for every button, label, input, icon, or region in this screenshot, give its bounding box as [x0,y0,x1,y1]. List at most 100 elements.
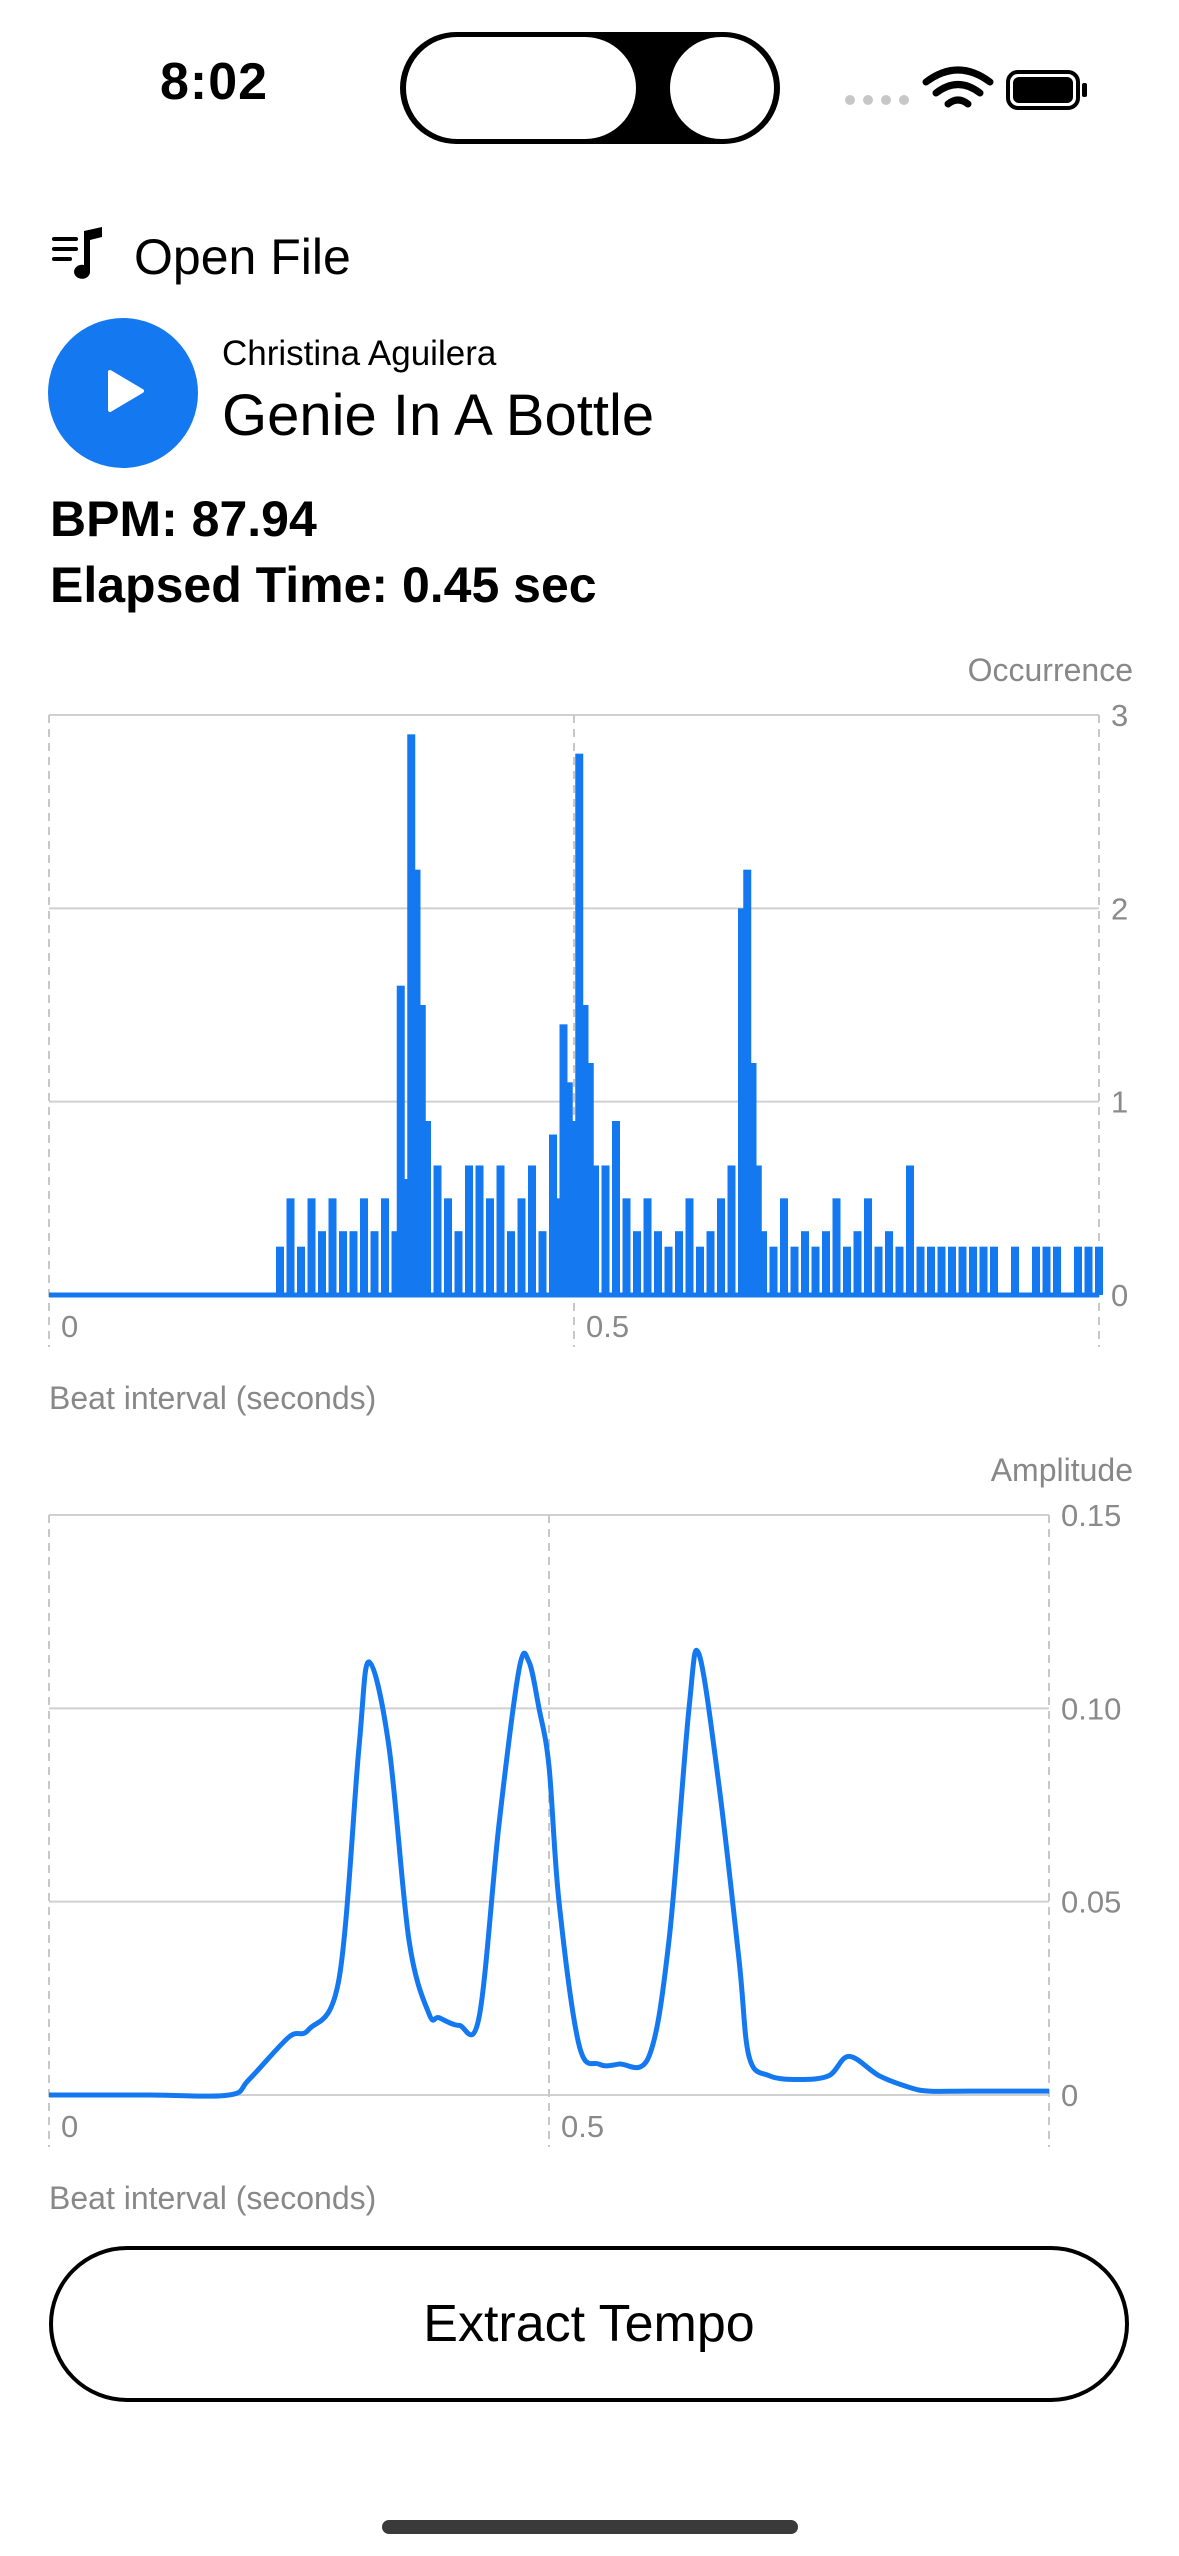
histogram-bar [591,1165,599,1295]
histogram-bar [559,1024,568,1295]
histogram-bar [1074,1246,1082,1295]
histogram-bar [554,1198,563,1295]
histogram-bar [564,1082,573,1295]
y-tick-label: 0 [1111,1278,1128,1313]
y-tick-label: 0.10 [1061,1691,1121,1726]
histogram-bar [706,1231,715,1295]
histogram-bar [507,1231,515,1295]
histogram-bar [643,1198,652,1295]
histogram-bar [570,1121,578,1295]
histogram-bar [853,1231,862,1295]
y-tick-label: 1 [1111,1085,1128,1120]
histogram-bar [748,1063,757,1295]
x-tick-label: 0 [61,1309,78,1344]
bpm-value: BPM: 87.94 [50,491,317,547]
histogram-bar [664,1246,673,1295]
y-axis-title: Occurrence [967,652,1133,688]
histogram-bar [417,1005,426,1295]
occurrence-chart: Occurrence 0 1 2 3 0 0.5 Beat interval (secon… [0,640,1179,1420]
histogram-bar [906,1165,914,1295]
histogram-bar [874,1246,883,1295]
histogram-bar [1084,1246,1093,1295]
histogram-bar [360,1198,368,1295]
x-tick-label: 0.5 [561,2109,604,2144]
histogram-bar [780,1198,788,1295]
histogram-bar [318,1231,326,1295]
histogram-bar [633,1231,641,1295]
histogram-bar [517,1198,526,1295]
histogram-bar [412,869,421,1295]
x-tick-label: 0 [61,2109,78,2144]
histogram-bar [717,1198,725,1295]
x-axis-title: Beat interval (seconds) [49,2180,377,2216]
histogram-bar [528,1165,536,1295]
histogram-bar [822,1231,830,1295]
histogram-bar [402,1179,410,1295]
histogram-bar [895,1246,904,1295]
histogram-bar [696,1246,704,1295]
island-left-pill [406,37,636,139]
histogram-bar [864,1198,872,1295]
histogram-bar [958,1246,967,1295]
histogram-bar [423,1121,431,1295]
histogram-bar [575,753,584,1295]
histogram-bar [612,1121,620,1295]
island-right-pill [670,37,774,139]
histogram-bar [391,1231,400,1295]
histogram-bar [769,1246,778,1295]
histogram-bar [622,1198,631,1295]
open-file-label: Open File [134,229,351,285]
histogram-bar [433,1165,442,1295]
histogram-bar [990,1246,998,1295]
histogram-bar [339,1231,347,1295]
histogram-bar [328,1198,337,1295]
open-file-button[interactable]: Open File [50,222,351,292]
x-axis-title: Beat interval (seconds) [49,1380,377,1416]
histogram-bar [759,1231,767,1295]
battery-icon [1006,70,1087,110]
histogram-bar [538,1231,547,1295]
histogram-bar [832,1198,841,1295]
home-indicator [382,2520,798,2534]
histogram-bar [843,1246,851,1295]
cellular-signal-icon [845,95,909,105]
histogram-bar [286,1198,295,1295]
histogram-bar [454,1231,463,1295]
play-icon [98,366,148,421]
histogram-bar [1095,1246,1103,1295]
status-icons [840,60,1100,120]
histogram-bar [549,1134,557,1295]
music-playlist-icon [50,226,106,288]
histogram-bar [937,1246,946,1295]
wifi-icon [922,66,994,108]
histogram-bar [396,985,405,1295]
histogram-bar [370,1231,379,1295]
histogram-bar [475,1165,484,1295]
x-tick-label: 0.5 [586,1309,629,1344]
histogram-bar [727,1165,736,1295]
histogram-bar [585,1063,594,1295]
histogram-bar [743,869,752,1295]
artist-name: Christina Aguilera [222,334,497,373]
histogram-bar [753,1165,762,1295]
histogram-bar [916,1246,925,1295]
histogram-bar [969,1246,977,1295]
y-tick-label: 2 [1111,891,1128,926]
histogram-bar [1053,1246,1061,1295]
histogram-bar [381,1198,389,1295]
histogram-bar [801,1231,809,1295]
histogram-bar [1032,1246,1040,1295]
dynamic-island [400,32,780,144]
play-button[interactable] [48,318,198,468]
song-title: Genie In A Bottle [222,383,655,448]
histogram-bar [486,1198,494,1295]
histogram-bar [675,1231,683,1295]
y-tick-label: 3 [1111,698,1128,733]
elapsed-time: Elapsed Time: 0.45 sec [50,557,597,613]
histogram-bar [885,1231,893,1295]
y-axis-title: Amplitude [990,1452,1133,1488]
extract-tempo-button[interactable]: Extract Tempo [49,2246,1129,2402]
y-tick-label: 0.15 [1061,1498,1121,1533]
histogram-bar [927,1246,935,1295]
histogram-bar [1042,1246,1051,1295]
